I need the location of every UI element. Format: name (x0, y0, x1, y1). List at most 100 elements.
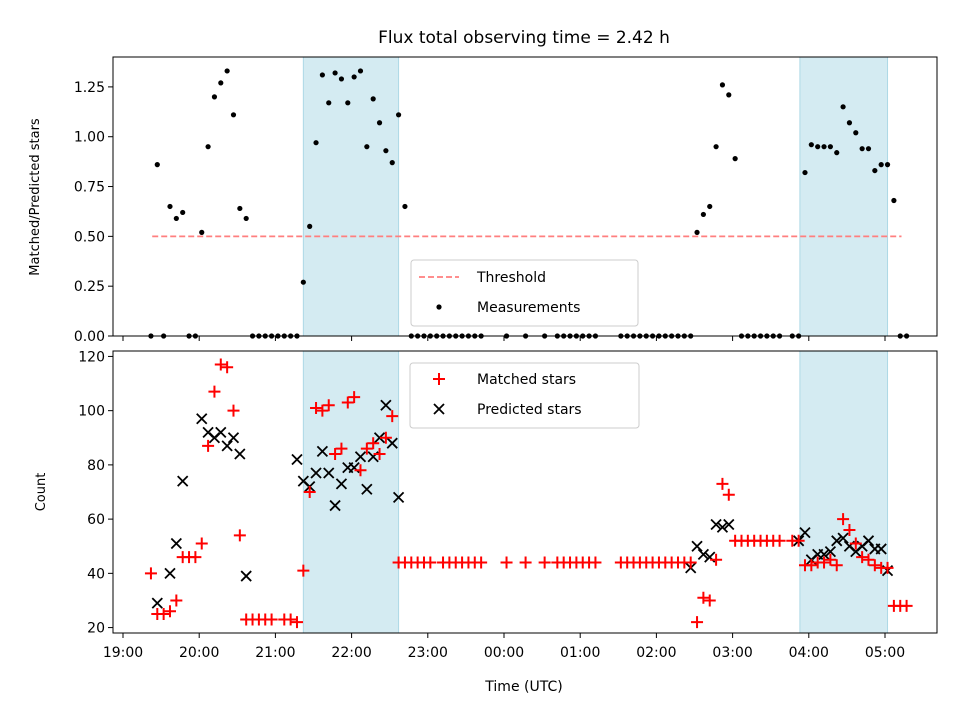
predicted-star-point (837, 532, 849, 544)
matched-star-point (316, 404, 329, 417)
measurement-point (707, 203, 713, 210)
bottom-plot-frame (112, 350, 938, 634)
top-legend-box (410, 259, 639, 327)
predicted-star-point (386, 437, 398, 449)
measurement-point (846, 120, 853, 126)
matched-star-point (500, 556, 513, 569)
matched-star-point (475, 556, 488, 569)
matched-star-point (284, 613, 297, 626)
measurement-point (719, 82, 726, 88)
matched-star-point (195, 537, 208, 550)
y-tick-label: 80 (87, 458, 105, 474)
measurement-point (865, 146, 872, 152)
measurement-point (732, 156, 738, 162)
matched-star-point (519, 556, 532, 569)
matched-star-point (710, 553, 723, 566)
top-legend: Threshold Measurements (410, 259, 639, 327)
matched-star-point (367, 437, 380, 450)
observing-window-band (302, 350, 400, 634)
matched-star-point (691, 616, 704, 629)
measurement-point (878, 162, 884, 168)
measurement-point (891, 197, 897, 204)
measurement-point (713, 144, 719, 150)
measurement-point (370, 96, 376, 102)
top-y-axis-label: Matched/Predicted stars (28, 118, 43, 276)
predicted-star-point (818, 548, 830, 561)
predicted-star-point (196, 413, 208, 425)
matched-star-point (684, 556, 697, 569)
predicted-star-point (361, 483, 373, 495)
y-tick-label: 20 (87, 621, 105, 637)
y-tick-label: 60 (87, 512, 105, 528)
measurement-point (326, 100, 332, 106)
matched-star-point (386, 410, 399, 423)
predicted-star-point (215, 426, 227, 438)
x-tick-label: 22:00 (331, 645, 371, 661)
matched-star-point (716, 477, 729, 490)
predicted-star-point (710, 518, 722, 531)
bottom-y-axis-label: Count (34, 473, 49, 512)
predicted-star-point (240, 570, 252, 582)
predicted-star-point (170, 537, 182, 550)
y-tick-label: 0.75 (74, 180, 105, 196)
matched-star-point (900, 599, 913, 612)
predicted-star-point (323, 467, 335, 479)
matched-star-point (310, 401, 323, 414)
measurement-point (243, 215, 249, 222)
matched-star-point (144, 567, 157, 580)
legend-predicted-label: Predicted stars (477, 402, 582, 418)
predicted-star-point (875, 543, 887, 555)
predicted-star-point (862, 535, 875, 547)
matched-star-point (329, 448, 342, 461)
predicted-star-point (291, 453, 303, 466)
matched-star-point (335, 442, 348, 455)
legend-threshold-label: Threshold (476, 270, 546, 286)
x-tick-label: 02:00 (636, 645, 676, 661)
legend-measurements-swatch (436, 304, 442, 310)
predicted-star-point (329, 499, 341, 512)
measurement-point (815, 144, 821, 150)
predicted-stars-points (151, 399, 894, 609)
measurement-point (345, 100, 351, 106)
predicted-star-point (373, 432, 386, 444)
matched-star-point (354, 464, 367, 477)
legend-matched-label: Matched stars (477, 372, 576, 388)
matched-star-point (373, 448, 386, 461)
matched-star-point (265, 613, 278, 626)
predicted-star-point (392, 491, 405, 504)
matched-star-point (824, 553, 837, 566)
measurement-point (840, 104, 846, 110)
predicted-star-point (799, 527, 811, 539)
bottom-x-axis: 19:00 20:00 21:00 22:00 23:00 00:00 01:00 02:00… (103, 633, 905, 661)
y-tick-label: 1.25 (74, 80, 105, 96)
measurement-point (154, 162, 160, 168)
matched-stars-points (144, 358, 913, 629)
matched-star-point (233, 529, 246, 542)
matched-star-point (208, 385, 221, 398)
matched-star-point (303, 486, 316, 498)
matched-star-point (722, 488, 735, 501)
matched-star-point (837, 513, 850, 526)
predicted-star-point (723, 518, 735, 531)
bottom-panel: 20 40 60 80 100 120 19:00 20:00 21:00 22:00 23:00… (34, 349, 938, 695)
measurement-point (319, 72, 325, 78)
matched-star-point (221, 361, 234, 374)
observing-window-band (302, 56, 400, 337)
matched-star-point (818, 556, 831, 569)
measurement-point (313, 140, 319, 146)
measurement-point (821, 144, 827, 150)
y-tick-label: 1.00 (74, 130, 105, 146)
measurement-point (395, 112, 402, 118)
top-highlight-bands (302, 56, 889, 337)
legend-measurements-label: Measurements (477, 300, 580, 316)
matched-star-point (157, 608, 170, 621)
matched-star-point (189, 551, 202, 564)
predicted-star-point (691, 540, 703, 552)
y-tick-label: 40 (87, 566, 105, 582)
predicted-star-point (831, 535, 843, 547)
predicted-star-point (221, 440, 233, 452)
measurement-point (389, 160, 395, 166)
top-plot-frame (112, 56, 938, 337)
predicted-star-point (716, 521, 729, 533)
matched-star-point (322, 399, 335, 412)
